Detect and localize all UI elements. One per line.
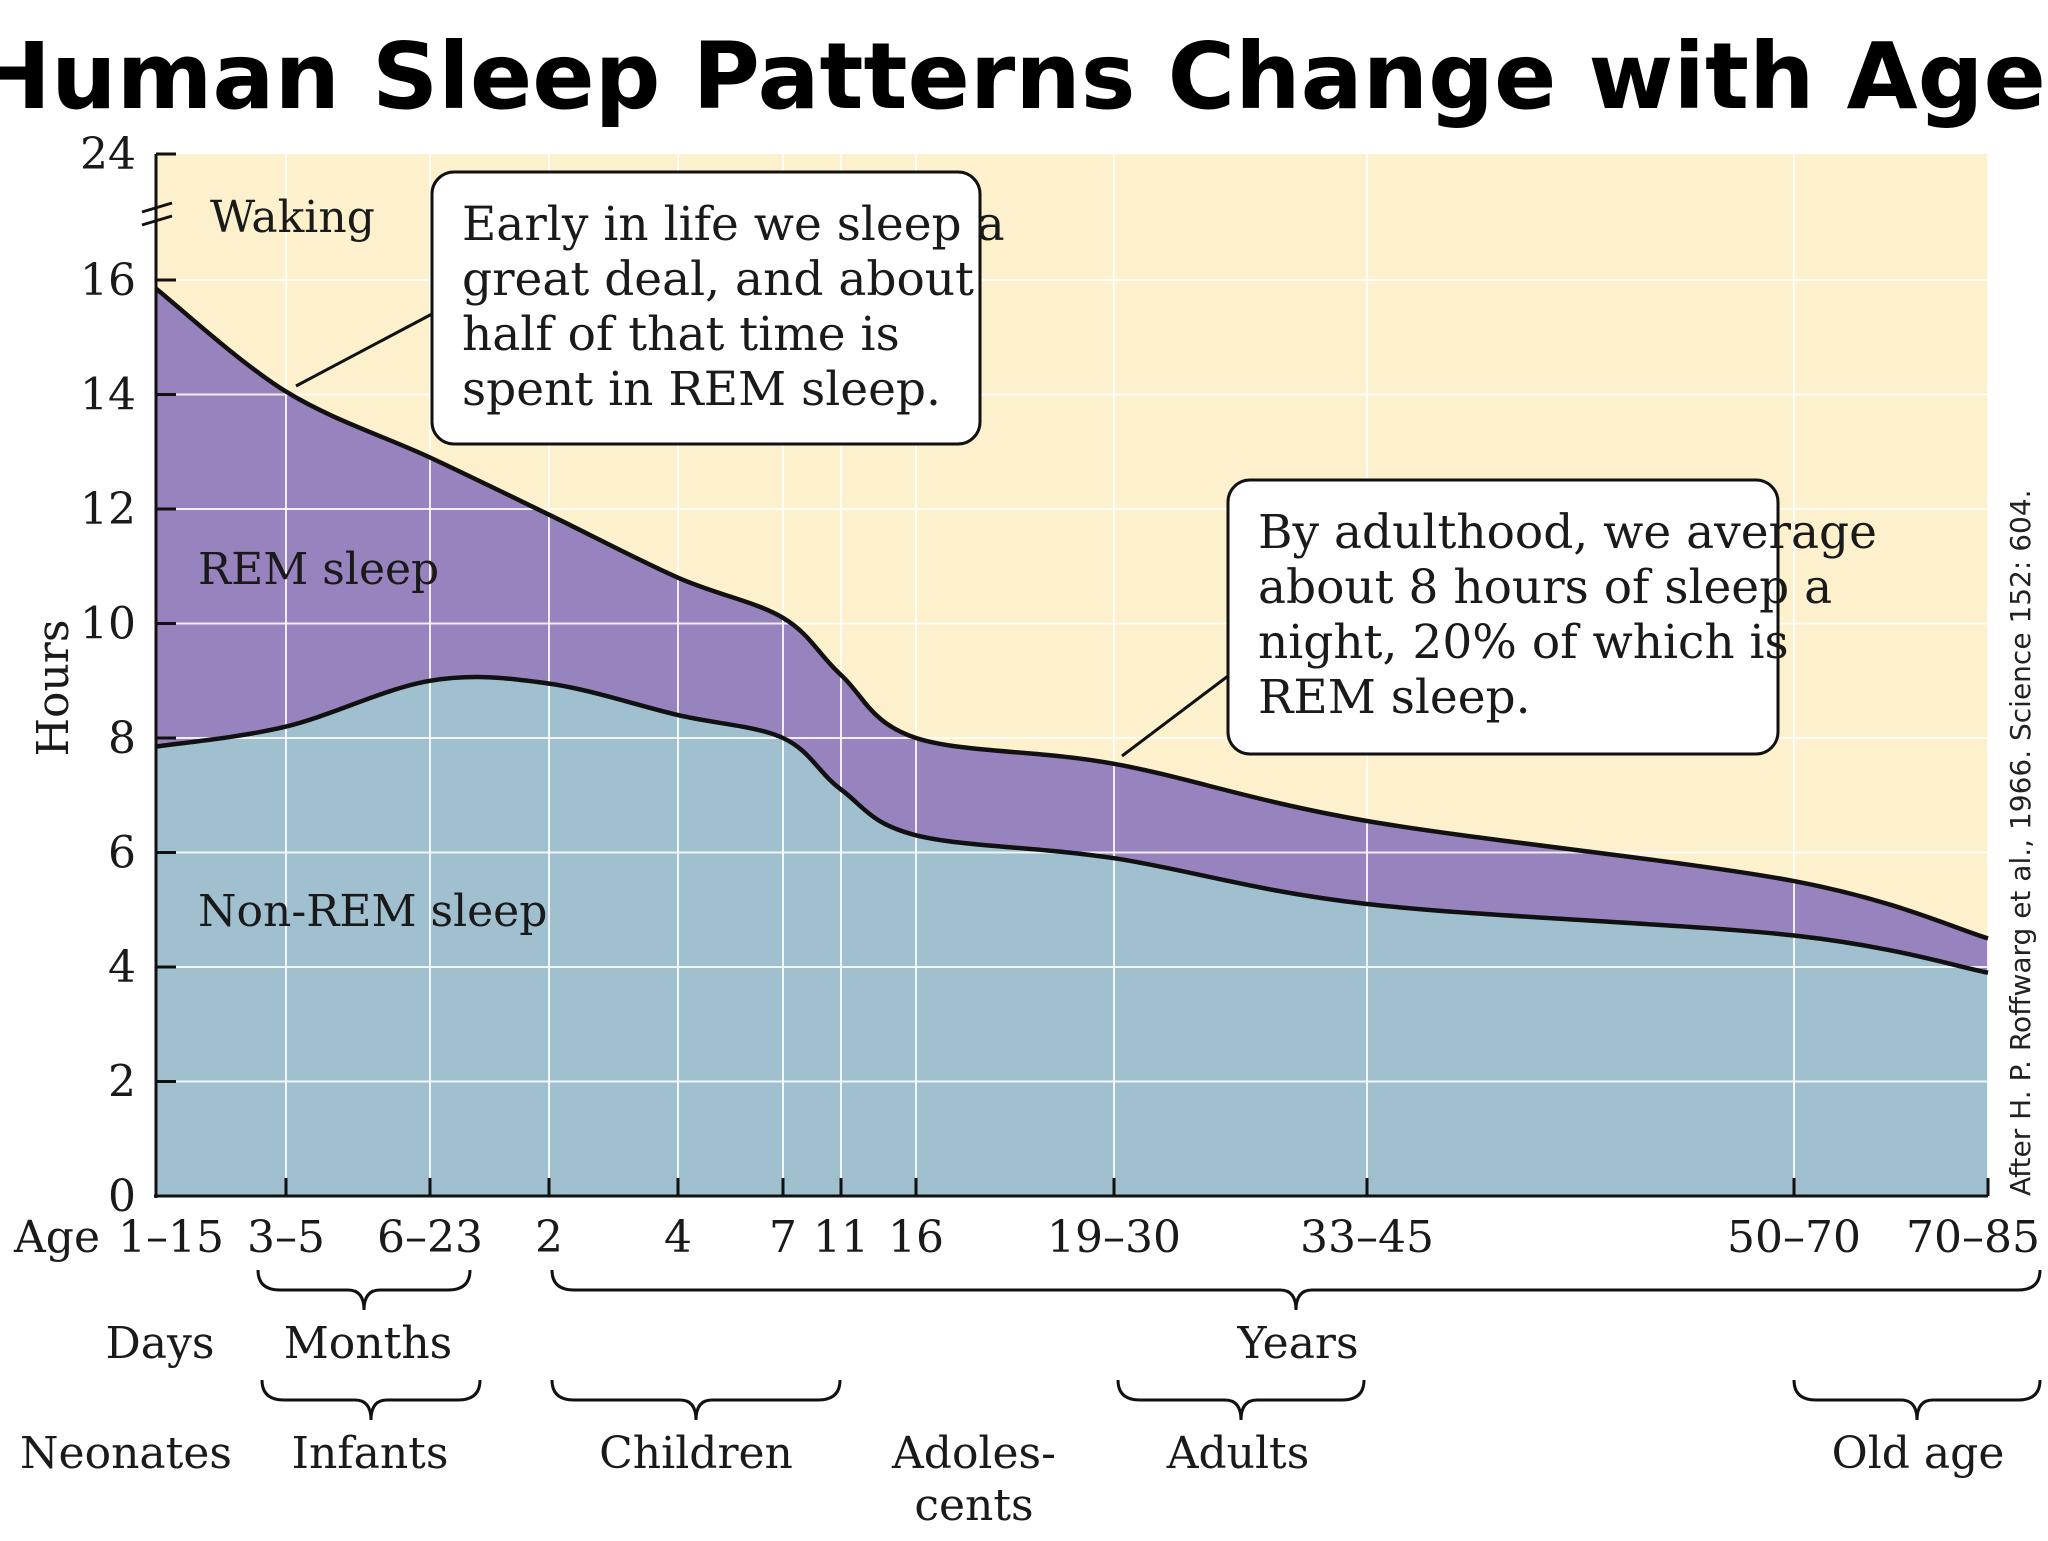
brace-years: [550, 1269, 2042, 1311]
callout-early-life: Early in life we sleep a great deal, and …: [295, 170, 1005, 446]
brace-children: [550, 1379, 842, 1421]
callout-text-line: about 8 hours of sleep a: [1258, 560, 1832, 615]
y-tick-label: 4: [108, 942, 136, 993]
region-label: REM sleep: [198, 544, 439, 595]
callout-text-line: Early in life we sleep a: [462, 197, 1005, 252]
y-tick-label: 0: [108, 1171, 136, 1222]
callout-adulthood: By adulthood, we average about 8 hours of…: [1121, 478, 1877, 758]
life-stage-label: Adults: [1166, 1428, 1310, 1479]
y-tick-label: 8: [108, 713, 136, 764]
x-tick-label: 4: [664, 1212, 692, 1263]
callout-text-line: spent in REM sleep.: [462, 362, 941, 417]
life-stage-label: Old age: [1832, 1428, 2005, 1479]
life-stage-label: Adoles-cents: [891, 1428, 1056, 1531]
callout-box: [1226, 478, 1780, 756]
callout-text: Early in life we sleep a great deal, and …: [462, 197, 1005, 417]
y-tick-label: 16: [80, 255, 136, 306]
chart-title: Human Sleep Patterns Change with Age: [0, 23, 2046, 130]
x-axis-label: Age: [13, 1212, 100, 1263]
callout-text-line: REM sleep.: [1258, 670, 1531, 725]
y-tick-label: 24: [80, 129, 136, 180]
nonrem-boundary-line: [155, 674, 1989, 975]
x-group-label: Years: [1236, 1318, 1358, 1369]
x-tick-label: 2: [535, 1212, 563, 1263]
x-group-label: Months: [284, 1318, 452, 1369]
life-stage-label-line: cents: [914, 1480, 1033, 1531]
life-stage-label: Children: [599, 1428, 793, 1479]
x-tick-label: 11: [813, 1212, 869, 1263]
x-tick-label: 6–23: [377, 1212, 483, 1263]
brace-adults: [1116, 1379, 1366, 1421]
callout-text: By adulthood, we average about 8 hours of…: [1258, 505, 1877, 725]
x-tick-label: 33–45: [1300, 1212, 1434, 1263]
y-axis-label: Hours: [28, 620, 79, 757]
x-tick-label: 3–5: [247, 1212, 325, 1263]
y-tick-label: 2: [108, 1057, 136, 1108]
brace-infants: [260, 1379, 482, 1421]
life-stage-label-line: Adoles-: [891, 1428, 1056, 1479]
callout-text-line: half of that time is: [462, 307, 900, 362]
y-tick-label: 14: [80, 370, 136, 421]
x-tick-label: 7: [769, 1212, 797, 1263]
brace-old-age: [1792, 1379, 2042, 1421]
nonrem-area: [156, 677, 1988, 1196]
x-tick-label: 1–15: [118, 1212, 224, 1263]
life-stage-label: Infants: [292, 1428, 449, 1479]
callout-text-line: night, 20% of which is: [1258, 615, 1789, 670]
life-stage-label: Neonates: [20, 1428, 232, 1479]
axis-break-line: [141, 201, 173, 214]
callout-text-line: great deal, and about: [462, 252, 974, 307]
brace-months: [256, 1269, 472, 1311]
life-stage-label-line: Old age: [1832, 1428, 2005, 1479]
x-tick-label: 19–30: [1047, 1212, 1181, 1263]
x-tick-label: 70–85: [1906, 1212, 2040, 1263]
x-tick-label: 16: [888, 1212, 944, 1263]
y-tick-label: 10: [80, 599, 136, 650]
life-stage-label-line: Neonates: [20, 1428, 232, 1479]
life-stage-label-line: Infants: [292, 1428, 449, 1479]
callout-text-line: By adulthood, we average: [1258, 505, 1877, 560]
total-sleep-line: [154, 286, 1989, 941]
callout-leader-line: [295, 312, 433, 388]
life-stage-label-line: Adults: [1166, 1428, 1310, 1479]
axis-break-line: [141, 214, 173, 227]
callout-leader-line: [1121, 674, 1229, 758]
x-tick-label: 50–70: [1727, 1212, 1861, 1263]
x-group-label: Days: [106, 1318, 215, 1369]
y-tick-label: 6: [108, 828, 136, 879]
region-label: Non-REM sleep: [198, 886, 547, 937]
region-label: Waking: [210, 192, 375, 243]
callout-box: [430, 170, 982, 446]
y-tick-label: 12: [80, 484, 136, 535]
source-credit: After H. P. Roffwarg et al., 1966. Scien…: [2004, 489, 2037, 1196]
axis-break-icon: [141, 201, 173, 227]
life-stage-label-line: Children: [599, 1428, 793, 1479]
